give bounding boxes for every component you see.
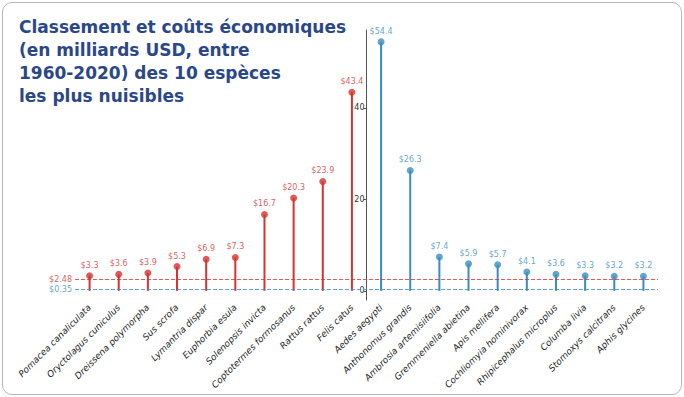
svg-text:Euphorbia esula: Euphorbia esula [181,302,239,360]
svg-text:$3.3: $3.3 [81,261,99,270]
svg-text:Sus scrofa: Sus scrofa [140,302,181,343]
svg-text:$26.3: $26.3 [399,155,422,164]
svg-text:Classement et coûts économique: Classement et coûts économiques [19,17,346,37]
svg-text:Solenopsis invicta: Solenopsis invicta [203,302,268,367]
svg-text:Apis mellifera: Apis mellifera [450,302,502,354]
svg-text:Rattus rattus: Rattus rattus [278,302,327,351]
svg-text:Felis catus: Felis catus [314,302,356,344]
svg-text:$3.6: $3.6 [110,259,128,268]
svg-text:$43.4: $43.4 [340,77,363,86]
svg-text:Lymantria dispar: Lymantria dispar [149,302,210,364]
svg-text:$7.4: $7.4 [430,242,448,251]
svg-text:$3.2: $3.2 [635,261,653,270]
svg-text:$3.3: $3.3 [576,261,594,270]
svg-text:$0.35: $0.35 [49,285,72,294]
svg-text:$2.48: $2.48 [49,275,72,284]
svg-text:$3.9: $3.9 [139,258,157,267]
svg-text:Pomacea canaliculata: Pomacea canaliculata [16,302,94,380]
svg-text:Columba livia: Columba livia [538,302,589,353]
svg-text:$4.1: $4.1 [518,257,536,266]
svg-text:$6.9: $6.9 [197,244,215,253]
svg-text:Anthonomus grandis: Anthonomus grandis [340,302,414,376]
svg-text:Cochliomyia hominivorax: Cochliomyia hominivorax [442,302,531,390]
svg-text:$5.9: $5.9 [460,249,478,258]
svg-text:les plus nuisibles: les plus nuisibles [19,86,184,106]
svg-text:Aedes aegypti: Aedes aegypti [331,302,385,356]
svg-text:$7.3: $7.3 [226,242,244,251]
svg-text:$3.2: $3.2 [605,261,623,270]
svg-text:Oryctolagus cuniculus: Oryctolagus cuniculus [45,302,123,380]
svg-text:$16.7: $16.7 [253,199,276,208]
svg-text:$20.3: $20.3 [282,183,305,192]
svg-text:Aphis glycines: Aphis glycines [594,302,648,356]
svg-text:40: 40 [354,103,364,112]
svg-text:0: 0 [359,286,364,295]
svg-text:$5.7: $5.7 [489,250,507,259]
svg-text:Ambrosia artemisiifolia: Ambrosia artemisiifolia [362,302,443,383]
svg-text:(en milliards USD, entre: (en milliards USD, entre [19,40,250,60]
svg-text:$23.9: $23.9 [311,166,334,175]
svg-text:20: 20 [354,195,364,204]
svg-text:Gremmeniella abietina: Gremmeniella abietina [392,302,473,383]
svg-text:Stomoxys calcitrans: Stomoxys calcitrans [546,302,618,374]
svg-text:Coptotermes formosanus: Coptotermes formosanus [209,302,298,391]
svg-text:Rhipicephalus microplus: Rhipicephalus microplus [474,302,560,388]
svg-text:$5.3: $5.3 [168,252,186,261]
svg-text:Dreissena polymorpha: Dreissena polymorpha [73,302,152,381]
svg-text:$3.6: $3.6 [547,259,565,268]
svg-text:$54.4: $54.4 [370,27,393,36]
svg-text:1960-2020) des 10 espèces: 1960-2020) des 10 espèces [19,63,281,83]
